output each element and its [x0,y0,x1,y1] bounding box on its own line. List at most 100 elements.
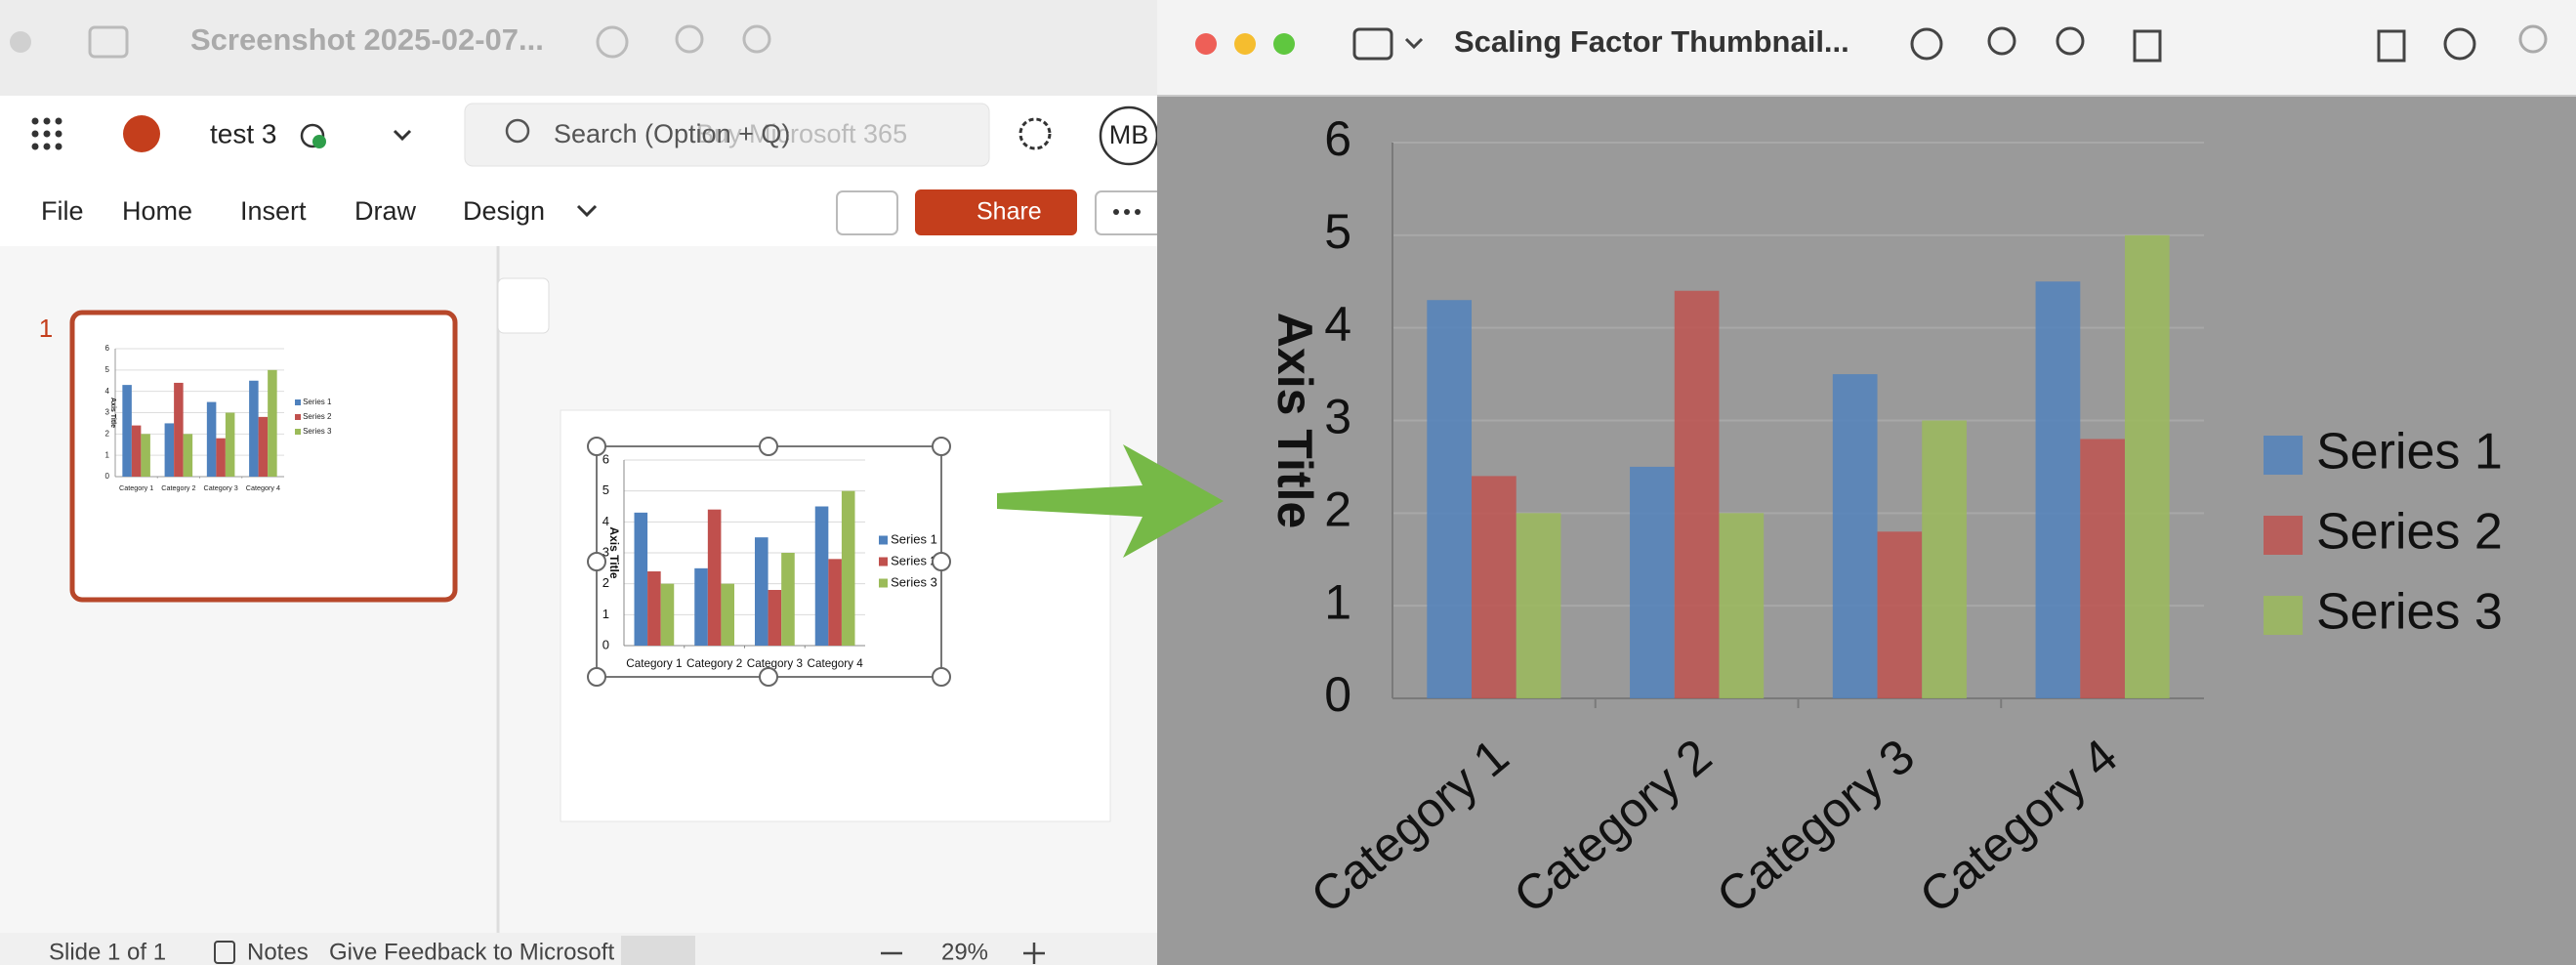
legend-label: Series 1 [891,531,937,546]
collapse-pane[interactable] [497,277,550,334]
file-name[interactable]: test 3 [210,118,276,148]
bar [828,559,842,646]
zoom-button[interactable] [1273,33,1295,55]
dropdown[interactable] [1404,37,1424,50]
x-tick-label: Category 3 [204,483,238,492]
ribbon-tab[interactable]: Draw [354,196,417,226]
bar [841,490,855,646]
zoom-in-icon[interactable] [742,24,771,54]
bar [634,512,648,646]
bar [216,438,226,477]
share-label: Share [976,198,1042,226]
bar [754,537,769,646]
ribbon-tab[interactable]: Insert [240,196,307,226]
bar [122,385,132,477]
zoom-out-icon[interactable] [675,24,704,54]
window-control[interactable] [10,31,31,53]
ribbon-tab[interactable]: Design [463,196,545,226]
legend-swatch [2264,436,2303,475]
more-button[interactable] [1095,190,1165,235]
avatar-initials: MB [1109,120,1149,149]
normal-view[interactable] [621,936,695,965]
x-tick-label: Category 2 [686,657,742,670]
slide-chart[interactable]: 0 1 2 3 4 5 6 Axis Title Category 1 Category 2 Cat… [602,451,937,670]
dropdown[interactable] [393,129,412,142]
bar [721,583,735,646]
title-bar [0,0,1162,96]
legend-label: Series 2 [303,412,332,421]
y-tick-label: 1 [602,607,609,621]
legend-label: Series 2 [2316,504,2503,561]
y-tick-label: 4 [105,387,110,396]
selection-handles[interactable] [587,437,951,687]
feedback-link[interactable]: Give Feedback to Microsoft [329,939,614,965]
x-tick-label: Category 1 [626,657,682,670]
y-tick-label: 3 [602,544,609,559]
settings-icon[interactable] [1018,117,1052,150]
zoom-level: 29% [941,939,988,965]
y-tick-label: 5 [105,365,110,374]
app-launcher[interactable] [31,117,62,150]
legend-swatch [295,429,301,435]
info-icon[interactable] [1910,27,1943,61]
y-tick-label: 5 [1324,204,1351,259]
bar [141,434,150,477]
legend-swatch [295,414,301,420]
legend-label: Series 3 [891,574,937,589]
bar [1719,513,1765,698]
bar [694,567,708,646]
close-button[interactable] [1195,33,1217,55]
y-tick-label: 2 [1324,482,1351,537]
comment-button[interactable] [836,190,898,235]
search-icon[interactable] [2518,24,2548,54]
y-tick-label: 4 [1324,297,1351,352]
bar [225,412,235,477]
bar [268,369,277,477]
bar [2035,281,2081,698]
sidebar-icon[interactable] [1352,27,1393,61]
y-tick-label: 6 [1324,111,1351,166]
ribbon-tab[interactable]: Home [122,196,192,226]
markup-icon[interactable] [2443,27,2476,61]
axis-title: Axis Title [109,398,116,428]
notes-button[interactable]: Notes [247,939,309,965]
legend-swatch [2264,596,2303,635]
zoom-out-icon[interactable] [1987,26,2016,56]
y-tick-label: 0 [602,637,609,651]
legend-label: Series 3 [303,427,332,436]
ribbon-more[interactable] [576,204,598,218]
zoom-in-icon[interactable] [2056,26,2085,56]
minimize-button[interactable] [1234,33,1256,55]
notes-icon [214,941,235,964]
y-tick-label: 1 [105,450,110,459]
search-placeholder: Search (Option + Q) [554,119,790,148]
sidebar-icon[interactable] [88,25,129,59]
legend-label: Series 2 [891,553,937,567]
legend-label: Series 3 [2316,584,2503,641]
rotate-icon[interactable] [2377,29,2406,63]
ribbon-tab[interactable]: File [41,196,84,226]
bar [707,509,722,646]
legend-swatch [295,399,301,405]
search-box[interactable] [464,103,990,167]
share-button[interactable] [915,189,1077,235]
x-tick-label: Category 1 [119,483,153,492]
bar [660,583,675,646]
x-tick-label: Category 2 [161,483,195,492]
bar [1674,290,1720,698]
legend-swatch [879,557,888,566]
x-tick-label: Category 4 [808,657,864,670]
bar [647,571,661,646]
powerpoint-logo[interactable] [123,115,160,152]
slide-count: Slide 1 of 1 [49,939,166,965]
y-tick-label: 0 [105,472,110,481]
bar [258,416,269,477]
search-overlay: Buy Microsoft 365 [696,119,907,148]
share-icon[interactable] [2133,29,2162,63]
y-tick-label: 3 [1324,390,1351,444]
preview-title: Scaling Factor Thumbnail... [1454,24,1849,59]
zoom-in[interactable] [1023,943,1045,964]
info-icon[interactable] [596,25,629,59]
bar [174,382,184,477]
